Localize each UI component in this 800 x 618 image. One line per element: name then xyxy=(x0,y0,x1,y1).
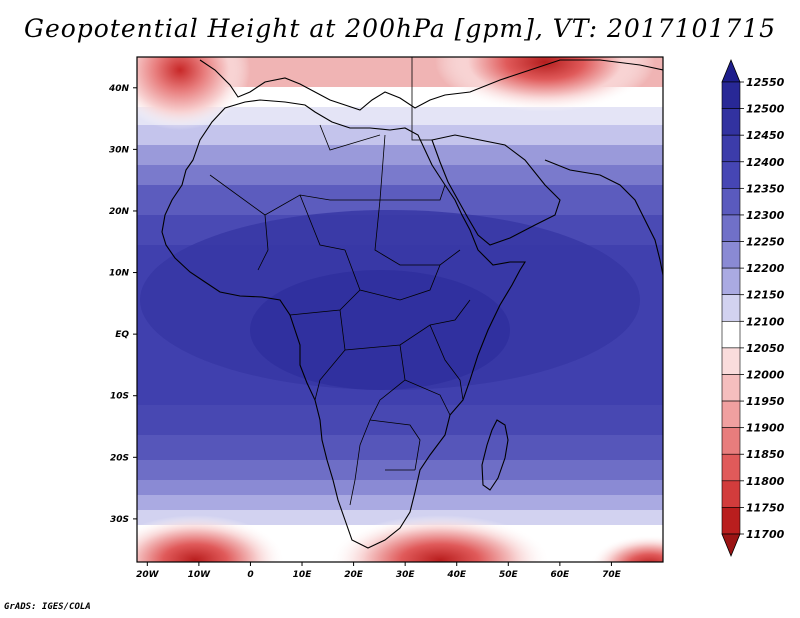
colorbar-label: 11700 xyxy=(746,528,785,541)
lat-tick-label: EQ xyxy=(115,330,129,340)
colorbar-label: 12450 xyxy=(746,129,785,142)
colorbar-bin xyxy=(721,81,741,109)
colorbar-bin xyxy=(721,294,741,322)
europe-coast xyxy=(199,59,663,111)
lat-tick-label: 30N xyxy=(109,145,130,155)
lon-tick-label: 0 xyxy=(247,570,253,580)
lon-tick-label: 60E xyxy=(551,570,571,580)
lon-tick-label: 10W xyxy=(188,570,212,580)
colorbar-bin xyxy=(721,480,741,508)
colorbar-bin xyxy=(721,533,741,558)
colorbar-label: 12300 xyxy=(746,209,785,222)
colorbar-label: 12550 xyxy=(746,76,785,89)
colorbar-label: 12250 xyxy=(746,236,785,249)
colorbar-bin xyxy=(721,267,741,296)
height-field xyxy=(137,57,663,562)
lon-tick-label: 40E xyxy=(446,570,467,580)
lon-tick-label: 70E xyxy=(602,570,622,580)
colorbar-label: 12350 xyxy=(746,182,785,195)
colorbar-bin xyxy=(721,347,741,375)
colorbar-bin xyxy=(721,320,741,349)
colorbar-label: 12150 xyxy=(746,289,785,302)
asia-coast xyxy=(544,159,663,276)
lat-tick-label: 10S xyxy=(110,392,129,402)
colorbar-label: 12400 xyxy=(746,156,785,169)
lat-tick-label: 10N xyxy=(109,269,130,279)
colorbar-bin xyxy=(721,400,741,428)
colorbar-bin xyxy=(721,58,741,83)
colorbar-bin xyxy=(721,427,741,455)
colorbar: 12550 12500 12450 12400 12350 12300 12250 12200… xyxy=(721,58,785,558)
colorbar-label: 11800 xyxy=(746,475,785,488)
lat-tick-label: 30S xyxy=(110,515,129,525)
colorbar-label: 12000 xyxy=(746,368,785,381)
lon-tick-label: 20W xyxy=(136,570,160,580)
colorbar-bin xyxy=(721,108,741,136)
country-borders xyxy=(209,57,471,506)
colorbar-label: 11900 xyxy=(746,422,785,435)
africa-coastline xyxy=(161,99,526,549)
lat-tick-label: 20S xyxy=(110,453,129,463)
colorbar-bin xyxy=(721,241,741,269)
arabia xyxy=(431,134,561,246)
longitude-axis: 20W 10W 0 10E 20E 30E 40E 50E 60E 70E xyxy=(136,562,622,580)
footer-credit: GrADS: IGES/COLA xyxy=(4,602,91,612)
colorbar-label: 11850 xyxy=(746,448,785,461)
map-title: Geopotential Height at 200hPa [gpm], VT:… xyxy=(23,14,777,43)
madagascar xyxy=(481,419,509,491)
lon-tick-label: 10E xyxy=(293,570,313,580)
colorbar-bin xyxy=(721,214,741,242)
colorbar-label: 11950 xyxy=(746,395,785,408)
colorbar-bin xyxy=(721,134,741,163)
colorbar-label: 12100 xyxy=(746,315,785,328)
coastlines xyxy=(161,57,663,549)
map-frame xyxy=(136,56,664,563)
latitude-axis: 40N 30N 20N 10N EQ 10S 20S 30S xyxy=(108,84,137,525)
lon-tick-label: 20E xyxy=(344,570,364,580)
colorbar-label: 12500 xyxy=(746,103,785,116)
colorbar-bin xyxy=(721,453,741,482)
colorbar-bin xyxy=(721,374,741,402)
lon-tick-label: 50E xyxy=(499,570,519,580)
colorbar-label: 11750 xyxy=(746,501,785,514)
colorbar-bin xyxy=(721,161,741,189)
colorbar-label: 12050 xyxy=(746,342,785,355)
colorbar-bin xyxy=(721,507,741,535)
colorbar-label: 12200 xyxy=(746,262,785,275)
lon-tick-label: 30E xyxy=(396,570,416,580)
lat-tick-label: 40N xyxy=(108,84,130,94)
lat-tick-label: 20N xyxy=(109,207,130,217)
colorbar-bin xyxy=(721,188,741,216)
